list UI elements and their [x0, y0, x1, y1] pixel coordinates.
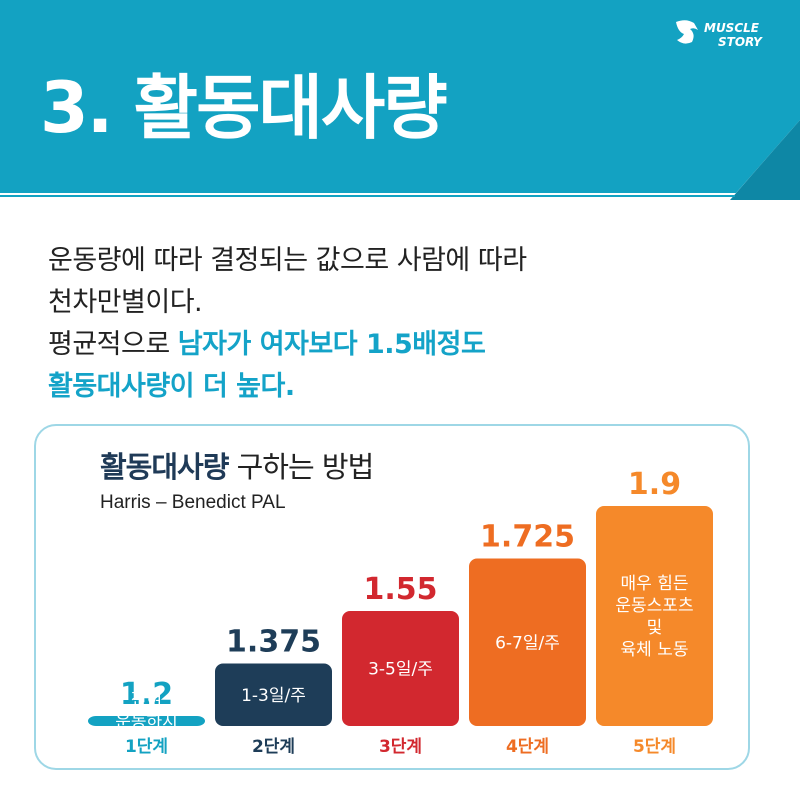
chart-title: 활동대사량 구하는 방법 [100, 444, 375, 486]
intro-line-3: 평균적으로 남자가 여자보다 1.5배정도 [48, 324, 748, 366]
category-label-5: 5단계 [633, 737, 676, 757]
intro-text: 운동량에 따라 결정되는 값으로 사람에 따라 천차만별이다. 평균적으로 남자… [48, 240, 748, 408]
brand-logo: MUSCLE STORY [672, 18, 782, 58]
category-label-4: 4단계 [506, 737, 549, 757]
category-label-1: 1단계 [125, 737, 168, 757]
header-banner: 3. 활동대사량 MUSCLE STORY [0, 0, 800, 200]
bar-2 [215, 663, 332, 726]
chart-title-rest: 구하는 방법 [228, 450, 375, 484]
value-label-4: 1.725 [480, 520, 575, 555]
page-title: 3. 활동대사량 [40, 67, 448, 149]
bar-4 [469, 558, 586, 726]
bar-text-2-1: 1-3일/주 [241, 686, 306, 706]
muscle-logo-icon [676, 20, 698, 44]
intro-line-1: 운동량에 따라 결정되는 값으로 사람에 따라 [48, 245, 527, 276]
bar-1 [88, 716, 205, 726]
chart-title-strong: 활동대사량 [100, 450, 229, 484]
chart-subtitle: Harris – Benedict PAL [100, 492, 286, 513]
logo-text-muscle: MUSCLE [704, 21, 759, 35]
bar-5 [596, 506, 713, 726]
bar-text-5-3: 및 [647, 618, 663, 638]
intro-line-2: 천차만별이다. [48, 287, 203, 318]
bar-text-4-1: 6-7일/주 [495, 633, 560, 653]
value-label-3: 1.55 [363, 572, 437, 607]
bar-text-5-2: 운동스포츠 [615, 596, 693, 616]
value-label-1: 1.2 [120, 677, 173, 712]
bar-3 [342, 611, 459, 726]
intro-line-3-highlight: 남자가 여자보다 1.5배정도 [177, 329, 486, 360]
bar-text-1-2: 운동하지 [115, 712, 178, 732]
logo-text-story: STORY [718, 35, 762, 49]
bar-text-5-1: 매우 힘든 [621, 574, 689, 594]
bar-text-1-1: 전혀 [131, 690, 162, 710]
banner-shape [0, 0, 800, 200]
value-label-5: 1.9 [628, 467, 681, 502]
value-label-2: 1.375 [226, 625, 321, 660]
category-label-3: 3단계 [379, 737, 422, 757]
bar-text-5-4: 육체 노동 [621, 640, 689, 660]
intro-line-3-plain: 평균적으로 [48, 329, 178, 360]
bar-text-3-1: 3-5일/주 [368, 660, 433, 680]
category-label-2: 2단계 [252, 737, 295, 757]
intro-line-4-highlight: 활동대사량이 더 높다. [48, 371, 295, 402]
bar-text-1-3: 않음 [131, 734, 162, 754]
